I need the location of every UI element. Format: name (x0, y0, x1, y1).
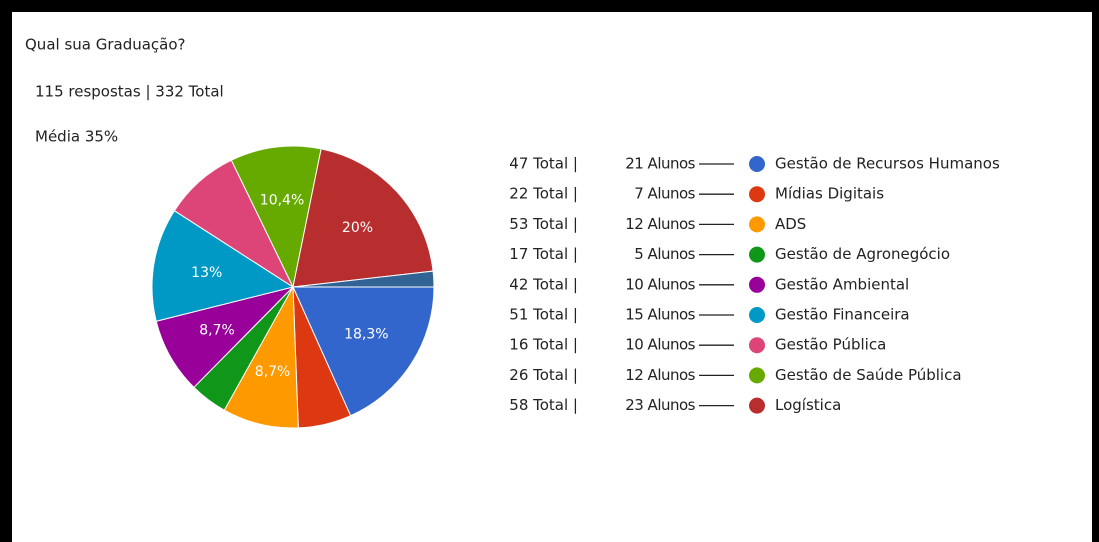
legend-label: Gestão Financeira (775, 306, 910, 324)
legend-total: 58 Total | (509, 396, 578, 414)
legend-total: 22 Total | (509, 185, 578, 203)
legend-alunos: 10 Alunos (625, 275, 695, 293)
legend-label: Gestão de Agronegócio (775, 245, 950, 263)
legend-label: Gestão Ambiental (775, 275, 909, 293)
pie-slice (230, 145, 322, 289)
legend-alunos: 10 Alunos (625, 336, 695, 354)
legend-swatch (749, 156, 765, 172)
legend-total: 26 Total | (509, 366, 578, 384)
legend-label: Gestão de Saúde Pública (775, 366, 962, 384)
legend-alunos: 5 Alunos (634, 245, 695, 263)
legend-swatch (749, 186, 765, 203)
legend-label: Logística (775, 396, 841, 414)
subtitle: 115 respostas | 332 Total (35, 83, 224, 101)
chart-title: Qual sua Graduação? (25, 36, 186, 54)
legend-total: 16 Total | (509, 336, 578, 354)
legend-swatch (749, 307, 765, 323)
slice-label: 8,7% (199, 322, 235, 338)
pie-slice (292, 270, 435, 288)
pie-slice (151, 210, 295, 322)
legend-label: ADS (775, 215, 806, 233)
annotation: Média 35% (35, 128, 118, 146)
legend-swatch (749, 367, 765, 384)
pie-slice (292, 148, 434, 288)
pie-slice (292, 286, 435, 417)
legend-label: Gestão de Recursos Humanos (775, 155, 1000, 173)
legend-swatch (749, 216, 765, 233)
legend-label: Mídias Digitais (775, 185, 884, 203)
legend-alunos: 12 Alunos (625, 215, 695, 233)
legend-total: 47 Total | (509, 155, 578, 173)
legend-total: 51 Total | (509, 306, 578, 324)
legend-swatch (749, 276, 765, 293)
slice-label: 10,4% (260, 192, 304, 208)
legend-alunos: 12 Alunos (625, 366, 695, 384)
slice-label: 20% (342, 220, 373, 236)
legend-label: Gestão Pública (775, 336, 886, 354)
legend-total: 53 Total | (509, 215, 578, 233)
legend-alunos: 7 Alunos (634, 185, 695, 203)
slice-label: 13% (191, 265, 222, 281)
legend-swatch (749, 246, 765, 263)
legend-alunos: 21 Alunos (625, 155, 695, 173)
slice-label: 18,3% (344, 327, 388, 343)
legend-alunos: 15 Alunos (625, 306, 695, 324)
legend-swatch (749, 397, 765, 414)
legend-total: 42 Total | (509, 275, 578, 293)
legend-total: 17 Total | (509, 245, 578, 263)
legend-alunos: 23 Alunos (625, 396, 695, 414)
legend-swatch (749, 337, 765, 354)
slice-label: 8,7% (255, 364, 291, 380)
